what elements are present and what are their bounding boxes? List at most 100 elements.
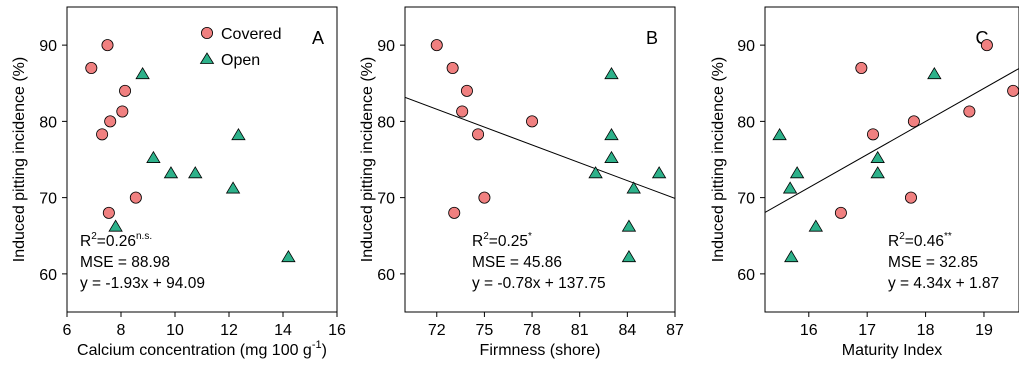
legend-entry-covered: Covered [200,26,281,43]
data-point-covered [96,128,109,141]
data-point-covered [119,84,132,97]
data-point-open [135,67,150,80]
data-point-covered [963,105,976,118]
data-point-covered [867,128,880,141]
plot-area-frame [764,6,1019,313]
y-tick-label: 60 [737,267,755,284]
y-axis-label: Induced pitting incidence (%) [710,57,727,262]
data-point-covered [907,115,920,128]
legend-label: Open [221,52,260,69]
data-point-covered [526,115,539,128]
data-point-open [772,128,787,141]
data-point-covered [101,39,114,52]
y-tick-label: 80 [39,114,57,131]
y-tick-label: 80 [737,114,755,131]
data-point-covered [980,39,993,52]
data-point-covered [478,191,491,204]
r2-text: R2=0.25* [472,231,532,250]
x-tick-label: 16 [800,322,818,339]
x-tick-label: 10 [166,322,184,339]
equation-text: y = 4.34x + 1.87 [888,275,999,292]
legend-label: Covered [221,26,281,43]
x-tick-label: 18 [917,322,935,339]
data-point-covered [834,206,847,219]
panel-letter: A [312,28,324,48]
equation-text: y = -0.78x + 137.75 [472,275,606,292]
data-point-open [163,166,179,179]
data-point-covered [448,206,461,219]
x-tick-label: 78 [523,322,541,339]
x-tick-label: 19 [975,322,993,339]
x-axis-label: Firmness (shore) [480,342,601,359]
y-tick-label: 80 [377,114,395,131]
data-point-covered [85,62,98,75]
x-tick-label: 12 [220,322,238,339]
x-tick-label: 84 [618,322,636,339]
mse-text: MSE = 88.98 [80,254,170,271]
data-point-covered [446,62,459,75]
x-axis-label: Maturity Index [842,342,942,359]
mse-text: MSE = 45.86 [472,254,562,271]
data-point-open [651,166,667,179]
x-axis-label: Calcium concentration (mg 100 g-1) [77,339,327,359]
x-tick-label: 14 [274,322,292,339]
legend-marker-circle [200,26,213,39]
stats-annotation: R2=0.26n.s. MSE = 88.98 y = -1.93x + 94.… [80,231,205,292]
y-tick-label: 70 [39,191,57,208]
data-point-covered [129,191,142,204]
x-tick-label: 8 [117,322,126,339]
y-tick-label: 90 [39,38,57,55]
data-point-covered [430,39,443,52]
data-point-open [626,181,641,194]
x-tick-label: 17 [858,322,876,339]
data-point-open [784,250,799,263]
panel-a: Induced pitting incidence (%) Calcium co… [11,6,346,359]
data-point-covered [472,128,485,141]
panel-c: Induced pitting incidence (%) Maturity I… [710,6,1019,359]
data-point-covered [104,115,117,128]
data-point-open [927,67,942,80]
x-tick-label: 81 [571,322,589,339]
y-tick-label: 70 [737,191,755,208]
data-point-open [808,219,824,232]
y-tick-label: 90 [737,38,755,55]
data-point-open [621,250,637,263]
data-point-open [782,181,798,194]
equation-text: y = -1.93x + 94.09 [80,275,205,292]
data-point-open [146,150,161,163]
y-tick-label: 70 [377,191,395,208]
x-tick-label: 16 [328,322,346,339]
y-tick-label: 90 [377,38,395,55]
y-axis-label: Induced pitting incidence (%) [359,57,376,262]
data-point-covered [855,62,868,75]
data-point-covered [1007,84,1019,97]
data-point-open [870,166,885,179]
data-point-open [604,67,619,80]
data-point-covered [116,105,129,118]
legend: Covered Open [199,26,281,69]
panel-b: Induced pitting incidence (%) Firmness (… [359,6,684,359]
data-point-open [281,250,296,263]
legend-marker-triangle [199,52,215,64]
stats-annotation: R2=0.25* MSE = 45.86 y = -0.78x + 137.75 [472,231,606,292]
data-point-open [604,128,619,141]
data-point-open [588,166,603,179]
mse-text: MSE = 32.85 [888,254,978,271]
y-tick-label: 60 [377,267,395,284]
legend-entry-open: Open [199,52,260,69]
x-tick-label: 87 [666,322,684,339]
r2-text: R2=0.26n.s. [80,231,152,250]
data-point-open [188,166,203,179]
data-point-open [604,150,619,163]
data-point-open [870,150,885,163]
x-tick-label: 72 [428,322,446,339]
data-point-open [225,181,241,194]
r2-text: R2=0.46** [888,231,952,250]
data-point-open [789,166,805,179]
data-point-open [621,219,637,232]
data-point-covered [904,191,917,204]
x-tick-label: 6 [63,322,72,339]
stats-annotation: R2=0.46** MSE = 32.85 y = 4.34x + 1.87 [888,231,999,292]
regression-line [405,96,675,199]
